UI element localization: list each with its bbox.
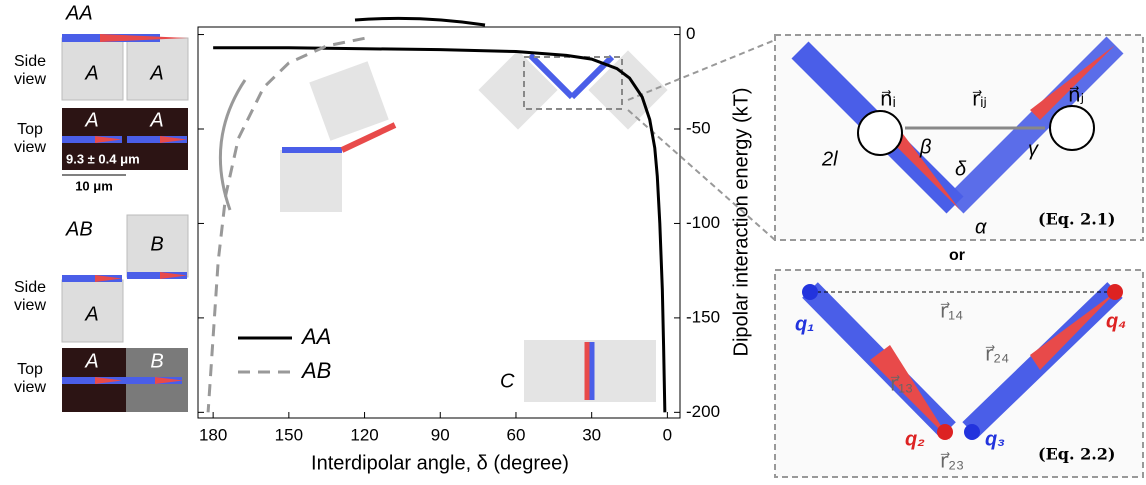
arrow	[354, 16, 486, 27]
label: q₂	[905, 428, 925, 450]
tile	[61, 279, 124, 343]
label: A	[149, 62, 163, 84]
label: r⃗ᵢⱼ	[972, 88, 987, 110]
rod	[127, 136, 187, 143]
rod	[62, 275, 122, 282]
label: AA	[65, 2, 93, 24]
x-tick-label: 120	[350, 425, 378, 444]
rod	[160, 272, 187, 279]
label: Top	[17, 121, 43, 138]
rod	[527, 52, 575, 100]
charge	[1107, 284, 1123, 300]
y-tick-label: 0	[686, 24, 695, 43]
label: α	[975, 216, 987, 238]
eq-panel-2: q₁ q₂ q₃ q₄ r⃗₁₄ r⃗₁₃ r⃗₂₄ r⃗₂₃ (Eq. 2.2…	[774, 269, 1144, 478]
label: n⃗ᵢ	[880, 88, 896, 110]
rod	[1030, 290, 1118, 370]
x-tick-label: 30	[582, 425, 601, 444]
charge	[964, 424, 980, 440]
label: 2l	[821, 148, 838, 170]
label: A	[84, 109, 98, 131]
x-tick-label: 150	[275, 425, 303, 444]
tile	[309, 61, 389, 141]
x-tick-label: 180	[199, 425, 227, 444]
label: q₄	[1106, 310, 1126, 332]
y-tick-label: -150	[686, 307, 720, 326]
tile	[126, 214, 189, 278]
legend-label: AB	[300, 358, 331, 383]
label: (Eq. 2.2)	[1038, 445, 1116, 464]
inset-label: C	[500, 370, 515, 392]
label: Side	[14, 53, 46, 70]
label: r⃗₁₄	[940, 300, 963, 322]
rod	[95, 275, 122, 282]
label: q₁	[795, 313, 814, 335]
rod	[160, 136, 187, 143]
label: (Eq. 2.1)	[1038, 210, 1116, 229]
label: β	[919, 136, 931, 158]
tile	[126, 37, 189, 101]
zoom-box	[523, 56, 623, 110]
rod	[946, 36, 1124, 214]
x-axis-title: Interdipolar angle, δ (degree)	[311, 452, 569, 474]
x-tick-label: 90	[431, 425, 450, 444]
label: r⃗₂₄	[985, 343, 1009, 365]
label: view	[14, 139, 46, 156]
label: B	[150, 350, 163, 372]
x-tick-label: 60	[507, 425, 526, 444]
left-panel: AA Side view A A A A 9.3 ± 0.4 μm Top vi…	[14, 2, 189, 412]
rod	[95, 136, 122, 143]
dipole	[1049, 105, 1095, 151]
label: q₃	[985, 428, 1005, 450]
label: B	[150, 233, 163, 255]
label: r⃗₂₃	[940, 450, 964, 472]
rod	[340, 122, 397, 153]
rod	[1030, 45, 1115, 120]
tile	[478, 50, 558, 130]
label: n⃗ⱼ	[1068, 84, 1084, 106]
y-axis-title: Dipolar interaction energy (kT)	[730, 88, 752, 357]
data-line	[213, 46, 667, 413]
rod	[95, 377, 122, 384]
dipole	[857, 110, 903, 156]
rod	[155, 377, 183, 384]
eq-panel-1: n⃗ᵢ r⃗ᵢⱼ n⃗ⱼ β γ δ 2l α (Eq. 2.1)	[774, 34, 1144, 241]
label: A	[84, 62, 98, 84]
charge	[937, 424, 953, 440]
y-tick-label: -100	[686, 213, 720, 232]
rod	[870, 345, 950, 440]
label: view	[14, 71, 46, 88]
data-line	[206, 36, 365, 413]
label: γ	[1028, 138, 1039, 160]
label: view	[14, 297, 46, 314]
label: or	[949, 247, 965, 264]
label: 10 μm	[75, 178, 113, 193]
label: A	[149, 109, 163, 131]
label: 9.3 ± 0.4 μm	[66, 151, 140, 166]
arrow	[218, 79, 247, 211]
rod	[62, 136, 122, 143]
label: A	[84, 350, 98, 372]
label: AB	[65, 218, 93, 240]
plot: C Interdipolar angle, δ (degree) Dipolar…	[197, 16, 776, 474]
label: view	[14, 379, 46, 396]
y-tick-label: -200	[686, 402, 720, 421]
rod	[100, 34, 188, 42]
zoom-line	[627, 39, 776, 101]
y-tick-label: -50	[686, 118, 711, 137]
label: A	[84, 303, 98, 325]
rod	[127, 272, 187, 279]
label: Side	[14, 279, 46, 296]
legend-label: AA	[300, 324, 331, 349]
tile	[280, 150, 342, 212]
label: δ	[955, 158, 967, 180]
charge	[802, 284, 818, 300]
plot-frame	[197, 26, 681, 419]
label: Top	[17, 361, 43, 378]
x-tick-label: 0	[663, 425, 672, 444]
label: r⃗₁₃	[890, 373, 913, 395]
tile	[61, 37, 124, 101]
